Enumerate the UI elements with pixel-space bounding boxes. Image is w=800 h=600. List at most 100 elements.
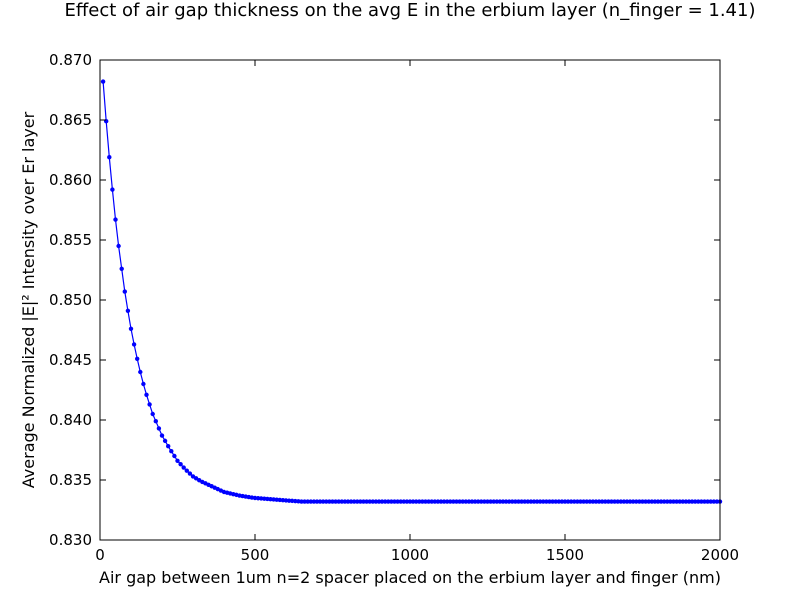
data-point	[547, 499, 552, 504]
data-point	[702, 499, 707, 504]
data-point	[627, 499, 633, 504]
data-point	[578, 499, 583, 504]
data-point	[519, 499, 524, 504]
data-point	[153, 419, 158, 424]
data-point	[398, 499, 403, 504]
data-point	[172, 453, 177, 459]
data-point	[541, 499, 546, 504]
data-point	[671, 499, 676, 504]
data-point	[345, 499, 351, 504]
data-point	[705, 499, 710, 504]
data-point	[305, 499, 310, 504]
data-point	[119, 266, 124, 271]
y-tick-label: 0.860	[49, 171, 92, 189]
data-point	[348, 499, 354, 504]
y-tick-label: 0.830	[49, 531, 92, 549]
data-point	[454, 499, 459, 504]
data-point	[169, 449, 174, 454]
data-point	[147, 402, 152, 407]
data-point	[150, 411, 155, 417]
data-point	[584, 499, 589, 504]
data-point	[311, 499, 317, 504]
data-point	[572, 499, 577, 504]
series-line	[102, 81, 720, 503]
data-point	[463, 499, 468, 504]
data-point	[141, 381, 146, 387]
data-point	[668, 499, 673, 504]
data-point	[600, 499, 605, 504]
data-point	[528, 499, 534, 504]
data-point	[342, 499, 348, 504]
data-point	[488, 499, 493, 504]
data-point	[376, 499, 382, 504]
data-point	[432, 499, 437, 504]
data-point	[330, 499, 335, 504]
data-point	[135, 356, 140, 361]
data-point	[395, 499, 400, 504]
x-tick-label: 2000	[701, 546, 739, 564]
data-point	[634, 499, 639, 504]
data-point	[317, 499, 323, 504]
data-point	[587, 499, 592, 504]
data-point	[159, 433, 165, 438]
data-point	[364, 499, 369, 504]
data-point	[699, 499, 704, 504]
y-tick-label: 0.870	[49, 51, 92, 69]
data-point	[100, 79, 106, 84]
data-point	[544, 499, 549, 504]
x-tick-label: 1500	[546, 546, 584, 564]
chart-title: Effect of air gap thickness on the avg E…	[65, 0, 756, 21]
x-axis: 0 500 1000 1500 2000	[95, 60, 739, 564]
data-point	[593, 499, 599, 504]
data-point	[603, 499, 608, 504]
data-point	[352, 499, 357, 504]
data-point	[321, 499, 326, 504]
data-point	[308, 499, 313, 504]
data-point	[497, 499, 503, 504]
data-point	[175, 458, 180, 463]
data-point	[581, 499, 586, 504]
data-point	[404, 499, 410, 504]
data-point	[479, 499, 484, 504]
data-point	[696, 499, 701, 504]
data-point	[693, 499, 698, 504]
data-point	[144, 392, 149, 397]
data-point	[590, 499, 596, 504]
data-point	[472, 499, 478, 504]
data-point	[457, 499, 462, 504]
data-point	[665, 499, 670, 504]
data-point	[609, 499, 614, 504]
data-point	[538, 499, 543, 504]
data-point	[596, 499, 602, 504]
data-point	[426, 499, 431, 504]
data-point	[373, 499, 379, 504]
data-point	[689, 499, 695, 504]
data-point	[435, 499, 441, 504]
data-point	[367, 499, 372, 504]
y-tick-label: 0.865	[49, 111, 92, 129]
data-point	[178, 461, 183, 467]
data-point	[575, 499, 580, 504]
data-point	[407, 499, 413, 504]
data-point	[451, 499, 456, 504]
data-point	[448, 499, 453, 504]
data-point	[107, 155, 112, 160]
data-point	[184, 468, 189, 473]
data-point	[711, 499, 716, 504]
x-axis-label: Air gap between 1um n=2 spacer placed on…	[99, 568, 721, 587]
data-point	[662, 499, 667, 504]
data-point	[680, 499, 685, 504]
data-point	[423, 499, 428, 504]
data-point	[550, 499, 555, 504]
data-point	[383, 499, 388, 504]
data-point	[646, 499, 651, 504]
data-point	[299, 499, 304, 504]
data-point	[379, 499, 385, 504]
data-point	[466, 499, 472, 504]
data-point	[482, 499, 487, 504]
y-tick-label: 0.845	[49, 351, 92, 369]
data-point	[522, 499, 527, 504]
data-point	[569, 499, 574, 504]
data-point	[525, 499, 530, 504]
